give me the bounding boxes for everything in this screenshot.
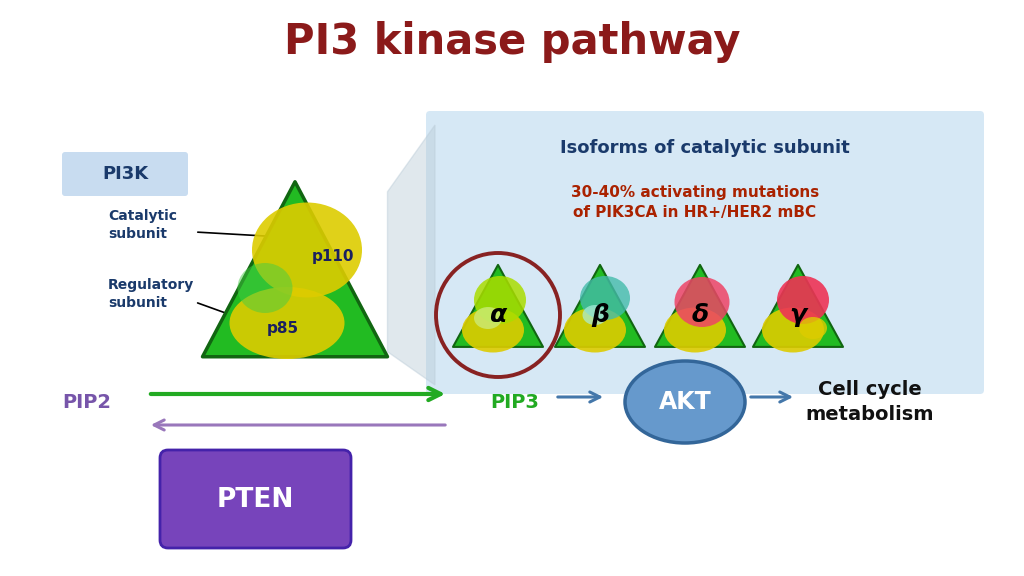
Ellipse shape (675, 277, 729, 327)
FancyBboxPatch shape (160, 450, 351, 548)
Polygon shape (753, 265, 843, 347)
Polygon shape (203, 182, 387, 357)
Text: Cell cycle
metabolism: Cell cycle metabolism (806, 380, 934, 424)
Polygon shape (555, 265, 645, 347)
Ellipse shape (762, 308, 824, 353)
Text: Catalytic
subunit: Catalytic subunit (108, 209, 177, 241)
Text: Isoforms of catalytic subunit: Isoforms of catalytic subunit (560, 139, 850, 157)
FancyBboxPatch shape (62, 152, 188, 196)
Text: δ: δ (691, 303, 709, 327)
FancyBboxPatch shape (426, 111, 984, 394)
Text: PTEN: PTEN (216, 487, 294, 513)
Text: Regulatory
subunit: Regulatory subunit (108, 278, 195, 310)
Text: α: α (489, 303, 507, 327)
Ellipse shape (664, 308, 726, 353)
Ellipse shape (799, 317, 827, 339)
Text: AKT: AKT (658, 390, 712, 414)
Text: PIP3: PIP3 (490, 392, 539, 411)
Ellipse shape (625, 361, 745, 443)
Ellipse shape (580, 276, 630, 320)
Ellipse shape (462, 308, 524, 353)
Ellipse shape (238, 263, 293, 313)
Text: p85: p85 (267, 320, 299, 335)
Text: β: β (591, 303, 609, 327)
Ellipse shape (474, 307, 502, 329)
Ellipse shape (777, 276, 829, 324)
Ellipse shape (252, 203, 362, 297)
Text: γ: γ (790, 303, 807, 327)
Text: of PIK3CA in HR+/HER2 mBC: of PIK3CA in HR+/HER2 mBC (573, 206, 816, 221)
Ellipse shape (564, 308, 626, 353)
Polygon shape (655, 265, 745, 347)
Text: 30-40% activating mutations: 30-40% activating mutations (570, 184, 819, 199)
Polygon shape (453, 265, 543, 347)
Ellipse shape (583, 305, 607, 325)
Text: PIP2: PIP2 (62, 392, 111, 411)
Text: PI3K: PI3K (102, 165, 148, 183)
Ellipse shape (474, 276, 526, 324)
Ellipse shape (229, 287, 344, 359)
Polygon shape (387, 125, 435, 385)
Text: PI3 kinase pathway: PI3 kinase pathway (284, 21, 740, 63)
Text: p110: p110 (311, 248, 354, 263)
